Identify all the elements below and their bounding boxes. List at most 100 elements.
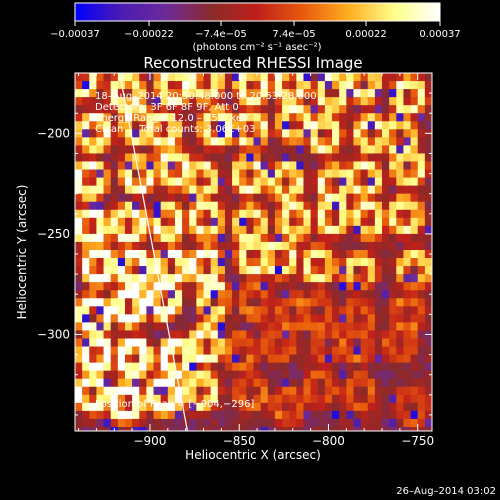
heatmap-cell [246, 402, 254, 412]
heatmap-cell [382, 330, 390, 339]
heatmap-cell [274, 266, 283, 275]
heatmap-cell [346, 97, 354, 106]
heatmap-cell [167, 282, 176, 291]
heatmap-cell [232, 386, 240, 396]
heatmap-cell [103, 209, 111, 219]
heatmap-cell [239, 241, 247, 251]
x-tick-label: −900 [133, 434, 166, 448]
heatmap-cell [117, 298, 126, 307]
heatmap-cell [346, 394, 354, 404]
heatmap-cell [253, 249, 261, 259]
heatmap-cell [389, 314, 397, 323]
heatmap-cell [167, 418, 176, 428]
heatmap-cell [403, 386, 411, 396]
heatmap-cell [253, 153, 261, 162]
heatmap-cell [360, 386, 369, 396]
heatmap-cell [167, 346, 176, 355]
heatmap-cell [424, 290, 432, 299]
heatmap-cell [339, 185, 347, 194]
heatmap-cell [317, 225, 326, 235]
heatmap-cell [382, 217, 390, 227]
heatmap-cell [160, 241, 169, 251]
heatmap-cell [139, 330, 147, 339]
heatmap-cell [189, 266, 197, 275]
heatmap-cell [260, 97, 269, 106]
heatmap-cell [296, 282, 304, 291]
heatmap-cell [210, 161, 219, 170]
heatmap-cell [239, 249, 247, 259]
heatmap-cell [124, 241, 133, 251]
heatmap-cell [346, 274, 354, 283]
heatmap-cell [239, 338, 247, 347]
heatmap-cell [332, 97, 340, 106]
heatmap-cell [296, 193, 304, 203]
heatmap-cell [146, 394, 154, 404]
heatmap-cell [296, 418, 304, 428]
heatmap-cell [353, 426, 361, 431]
heatmap-cell [310, 418, 319, 428]
heatmap-cell [189, 145, 197, 154]
heatmap-cell [232, 330, 240, 339]
heatmap-cell [139, 298, 147, 307]
heatmap-cell [403, 97, 411, 106]
heatmap-cell [260, 418, 269, 428]
heatmap-cell [282, 217, 290, 227]
heatmap-cell [296, 145, 304, 154]
heatmap-cell [382, 241, 390, 251]
heatmap-cell [339, 137, 347, 146]
heatmap-cell [396, 185, 404, 194]
heatmap-cell [253, 386, 261, 396]
heatmap-cell [317, 306, 326, 315]
heatmap-cell [303, 249, 311, 259]
heatmap-cell [324, 354, 333, 363]
heatmap-cell [103, 193, 111, 203]
heatmap-cell [103, 121, 111, 130]
heatmap-cell [146, 145, 154, 154]
heatmap-cell [139, 177, 147, 186]
heatmap-cell [232, 233, 240, 243]
heatmap-cell [89, 274, 97, 283]
heatmap-cell [124, 410, 133, 420]
heatmap-cell [389, 233, 397, 243]
heatmap-cell [153, 129, 161, 138]
heatmap-cell [289, 81, 297, 90]
heatmap-cell [132, 97, 140, 106]
heatmap-cell [160, 225, 169, 235]
heatmap-cell [182, 410, 190, 420]
heatmap-cell [196, 370, 204, 379]
heatmap-cell [310, 201, 319, 211]
heatmap-cell [424, 121, 432, 130]
heatmap-cell [274, 121, 283, 130]
heatmap-cell [267, 73, 276, 82]
heatmap-cell [189, 153, 197, 162]
heatmap-cell [246, 322, 254, 331]
heatmap-cell [210, 322, 219, 331]
heatmap-cell [224, 258, 233, 267]
heatmap-cell [353, 338, 361, 347]
heatmap-cell [203, 306, 211, 315]
y-tick-label: −300 [37, 327, 70, 341]
heatmap-cell [217, 225, 226, 235]
heatmap-cell [196, 153, 204, 162]
heatmap-cell [282, 121, 290, 130]
heatmap-cell [210, 402, 219, 412]
heatmap-cell [339, 161, 347, 170]
heatmap-cell [124, 217, 133, 227]
heatmap-cell [224, 225, 233, 235]
heatmap-cell [89, 322, 97, 331]
heatmap-cell [232, 121, 240, 130]
heatmap-cell [196, 394, 204, 404]
heatmap-cell [210, 298, 219, 307]
heatmap-cell [374, 394, 383, 404]
heatmap-cell [110, 97, 119, 106]
heatmap-cell [267, 129, 276, 138]
heatmap-cell [167, 314, 176, 323]
heatmap-cell [103, 338, 111, 347]
heatmap-cell [203, 346, 211, 355]
heatmap-cell [210, 185, 219, 194]
heatmap-cell [246, 386, 254, 396]
heatmap-cell [153, 282, 161, 291]
heatmap-cell [396, 193, 404, 203]
heatmap-cell [196, 354, 204, 363]
heatmap-cell [253, 282, 261, 291]
